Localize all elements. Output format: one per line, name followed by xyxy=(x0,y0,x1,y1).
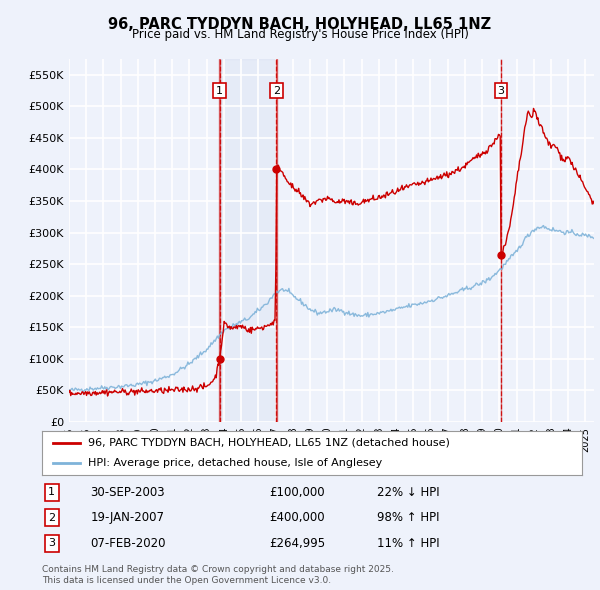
Text: 3: 3 xyxy=(48,538,55,548)
Text: 30-SEP-2003: 30-SEP-2003 xyxy=(91,486,165,499)
Text: £400,000: £400,000 xyxy=(269,511,325,525)
Text: 98% ↑ HPI: 98% ↑ HPI xyxy=(377,511,439,525)
Text: 2: 2 xyxy=(48,513,55,523)
Text: 22% ↓ HPI: 22% ↓ HPI xyxy=(377,486,439,499)
Text: Contains HM Land Registry data © Crown copyright and database right 2025.
This d: Contains HM Land Registry data © Crown c… xyxy=(42,565,394,585)
Text: £264,995: £264,995 xyxy=(269,537,325,550)
Text: 3: 3 xyxy=(497,86,505,96)
Text: 96, PARC TYDDYN BACH, HOLYHEAD, LL65 1NZ: 96, PARC TYDDYN BACH, HOLYHEAD, LL65 1NZ xyxy=(109,17,491,31)
Text: HPI: Average price, detached house, Isle of Anglesey: HPI: Average price, detached house, Isle… xyxy=(88,458,382,468)
Text: 1: 1 xyxy=(216,86,223,96)
Text: 11% ↑ HPI: 11% ↑ HPI xyxy=(377,537,439,550)
Text: 19-JAN-2007: 19-JAN-2007 xyxy=(91,511,164,525)
Text: Price paid vs. HM Land Registry's House Price Index (HPI): Price paid vs. HM Land Registry's House … xyxy=(131,28,469,41)
Bar xyxy=(220,59,277,422)
Text: 1: 1 xyxy=(48,487,55,497)
Text: £100,000: £100,000 xyxy=(269,486,325,499)
Text: 96, PARC TYDDYN BACH, HOLYHEAD, LL65 1NZ (detached house): 96, PARC TYDDYN BACH, HOLYHEAD, LL65 1NZ… xyxy=(88,438,450,448)
Text: 2: 2 xyxy=(273,86,280,96)
Text: 07-FEB-2020: 07-FEB-2020 xyxy=(91,537,166,550)
